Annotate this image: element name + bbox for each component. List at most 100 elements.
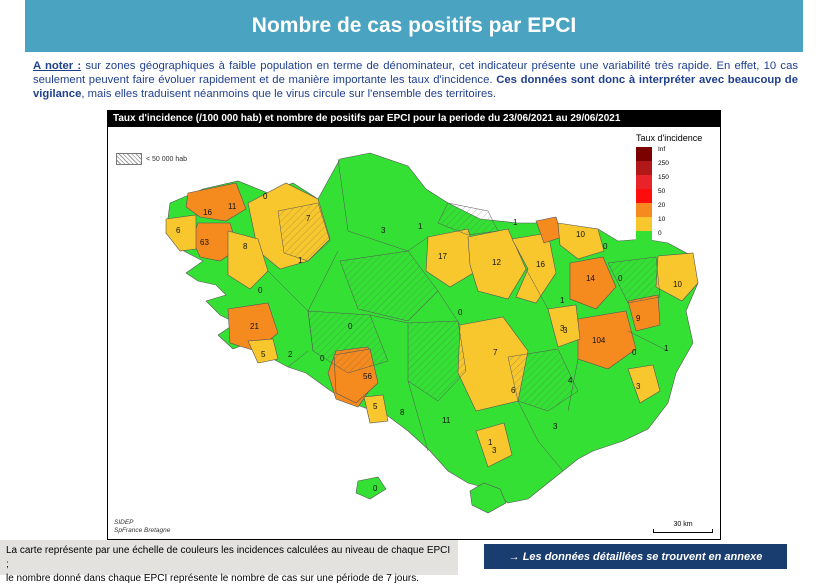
scale-line	[653, 529, 713, 533]
epci-count: 63	[200, 238, 209, 247]
epci-count: 10	[576, 230, 585, 239]
epci-count: 7	[493, 348, 498, 357]
epci-count: 5	[373, 402, 378, 411]
epci-count: 11	[228, 202, 237, 211]
island-yeu	[469, 482, 507, 514]
epci-count: 3	[563, 326, 568, 335]
note-text-1: sur zones géographiques à faible populat…	[33, 60, 798, 86]
epci-count: 0	[320, 354, 325, 363]
epci-south-yellow	[475, 422, 513, 468]
population-legend: < 50 000 hab	[116, 153, 187, 165]
legend-swatch	[636, 161, 652, 175]
epci-fougeres	[569, 256, 617, 310]
epci-count: 2	[288, 350, 293, 359]
legend-row: 20	[636, 201, 716, 217]
note-bold: Ces données sont donc à interpréter avec…	[33, 74, 798, 100]
hatch-zone-1	[277, 202, 331, 262]
source-line-2: SpFrance Bretagne	[114, 527, 171, 534]
hatch-zone-6	[607, 256, 661, 304]
map-canvas: 16 11 0 7 6 63 8 1 3 0 0 21 5 2 0 56 5 8…	[165, 152, 699, 514]
epci-count: 16	[536, 260, 545, 269]
incidence-map: 16 11 0 7 6 63 8 1 3 0 0 21 5 2 0 56 5 8…	[107, 110, 721, 540]
epci-auray	[363, 394, 389, 424]
source-line-1: SIDEP	[114, 519, 134, 526]
epci-count: 6	[176, 226, 181, 235]
epci-dinan	[557, 222, 605, 260]
epci-count: 3	[553, 422, 558, 431]
legend-label: Inf	[658, 145, 666, 153]
legend-row: Inf	[636, 145, 716, 161]
legend-row: 0	[636, 229, 716, 245]
epci-count: 0	[258, 286, 263, 295]
legend-swatch	[636, 147, 652, 161]
epci-count: 5	[261, 350, 266, 359]
map-explanation: La carte représente par une échelle de c…	[0, 540, 458, 584]
epci-broceliande	[547, 304, 581, 348]
explanation-line-1: La carte représente par une échelle de c…	[6, 545, 451, 570]
epci-count: 6	[511, 386, 516, 395]
epci-count: 3	[381, 226, 386, 235]
legend-row: 250	[636, 159, 716, 175]
epci-chateaulin	[227, 230, 269, 290]
legend-row: 10	[636, 215, 716, 231]
epci-cotes-yellow-2	[467, 228, 527, 300]
epci-count: 0	[632, 348, 637, 357]
legend-label: 50	[658, 187, 666, 195]
epci-borders	[267, 158, 669, 472]
map-title: Taux d'incidence (/100 000 hab) et nombr…	[108, 111, 720, 127]
epci-count: 1	[513, 218, 518, 227]
epci-count: 9	[636, 314, 641, 323]
epci-rennes	[577, 310, 637, 370]
legend-label: 20	[658, 201, 666, 209]
note-lead: A noter :	[33, 60, 82, 72]
epci-count: 1	[488, 438, 493, 447]
epci-count: 0	[458, 308, 463, 317]
epci-quimperle	[247, 338, 279, 364]
epci-count: 0	[348, 322, 353, 331]
hatch-swatch	[116, 153, 142, 165]
legend-row: 50	[636, 187, 716, 203]
epci-count: 3	[492, 446, 497, 455]
hatch-zone-4	[407, 320, 467, 402]
epci-count: 12	[492, 258, 501, 267]
legend-swatch	[636, 231, 652, 245]
note-paragraph: A noter : sur zones géographiques à faib…	[33, 59, 798, 101]
legend-swatch	[636, 217, 652, 231]
hatch-zone-2	[339, 250, 439, 322]
legend-swatch	[636, 189, 652, 203]
incidence-legend: Taux d'incidence Inf 250 150 50 20 10 0	[636, 133, 716, 245]
epci-count: 21	[250, 322, 259, 331]
epci-count: 0	[263, 192, 268, 201]
legend-label: 150	[658, 173, 669, 181]
legend-label: 10	[658, 215, 666, 223]
epci-count: 104	[592, 336, 606, 345]
epci-count: 3	[636, 382, 641, 391]
epci-count: 0	[603, 242, 608, 251]
epci-count: 11	[442, 416, 451, 425]
page-title: Nombre de cas positifs par EPCI	[251, 14, 577, 37]
epci-count: 4	[568, 376, 573, 385]
legend-swatch	[636, 203, 652, 217]
epci-count: 14	[586, 274, 595, 283]
map-source: SIDEP SpFrance Bretagne	[114, 519, 170, 535]
legend-title: Taux d'incidence	[636, 133, 703, 143]
epci-count: 17	[438, 252, 447, 261]
legend-swatch	[636, 175, 652, 189]
epci-count: 1	[418, 222, 423, 231]
page-header: Nombre de cas positifs par EPCI	[25, 0, 803, 52]
annex-link[interactable]: → Les données détaillées se trouvent en …	[484, 544, 787, 569]
scale-label: 30 km	[673, 521, 693, 528]
epci-count: 0	[373, 484, 378, 493]
epci-west-north	[185, 182, 247, 222]
epci-count: 7	[306, 214, 311, 223]
epci-count: 56	[363, 372, 372, 381]
legend-label: 250	[658, 159, 669, 167]
epci-count: 1	[560, 296, 565, 305]
epci-count: 10	[673, 280, 682, 289]
legend-label: 0	[658, 229, 662, 237]
epci-count: 1	[298, 256, 303, 265]
epci-count-labels: 16 11 0 7 6 63 8 1 3 0 0 21 5 2 0 56 5 8…	[176, 192, 682, 493]
hatch-zone-5	[507, 348, 579, 412]
epci-count: 16	[203, 208, 212, 217]
legend-row: 150	[636, 173, 716, 189]
